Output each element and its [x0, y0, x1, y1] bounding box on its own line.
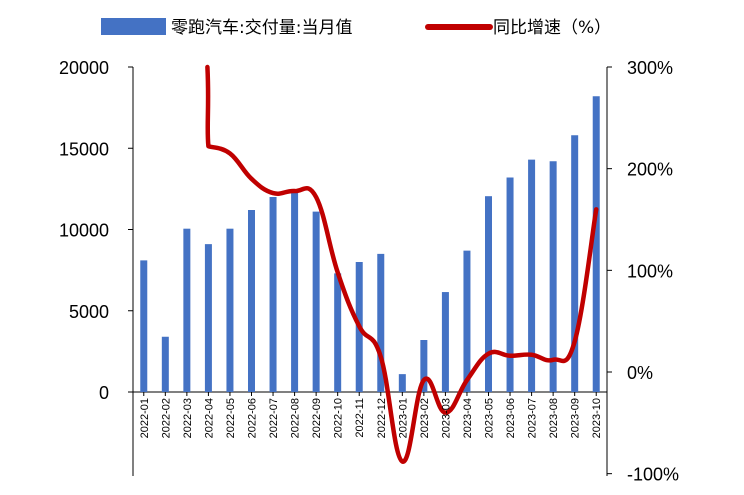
x-tick-label-2022-05: 2022-05 — [225, 398, 237, 438]
bar-2022-05 — [226, 228, 234, 392]
x-tick-label-2022-08: 2022-08 — [290, 398, 302, 438]
x-tick-label-2022-12: 2022-12 — [376, 398, 388, 438]
x-tick-label-2022-07: 2022-07 — [268, 398, 280, 438]
bar-2023-07 — [528, 159, 536, 393]
x-tick-label-2022-11: 2022-11 — [354, 398, 366, 438]
legend-label-line: 同比增速（%） — [493, 18, 611, 38]
x-tick-label-2023-08: 2023-08 — [548, 398, 560, 438]
x-tick-label-2022-06: 2022-06 — [247, 398, 259, 438]
x-tick-label-2023-09: 2023-09 — [570, 398, 582, 438]
bar-2023-05 — [485, 196, 492, 392]
left-tick-label: 15000 — [59, 139, 109, 159]
bar-2022-12 — [377, 253, 385, 393]
x-tick-label-2023-06: 2023-06 — [505, 398, 517, 438]
legend-bar-swatch — [101, 18, 166, 35]
bar-2022-01 — [140, 260, 148, 393]
x-tick-label-2023-02: 2023-02 — [419, 398, 431, 438]
bar-2022-06 — [248, 210, 255, 392]
x-tick-label-2023-10: 2023-10 — [591, 398, 603, 438]
x-tick-labels: 2022-01 2022-02 2022-03 2022-04 2022-05 2022-… — [139, 392, 603, 438]
yoy-growth-line — [205, 64, 599, 464]
bar-2023-01 — [398, 374, 406, 393]
x-tick-label-2023-05: 2023-05 — [484, 398, 496, 438]
bar-2022-04 — [204, 244, 212, 393]
bar-2023-04 — [463, 250, 471, 393]
x-tick-label-2022-09: 2022-09 — [311, 398, 323, 438]
bar-series — [140, 96, 600, 393]
bar-2023-08 — [549, 161, 557, 392]
x-tick-label-2022-03: 2022-03 — [182, 398, 194, 438]
x-tick-label-2023-07: 2023-07 — [527, 398, 539, 438]
bar-2022-07 — [269, 197, 277, 392]
left-tick-label: 0 — [99, 383, 109, 403]
bar-2022-09 — [312, 211, 320, 392]
x-tick-label-2022-10: 2022-10 — [333, 398, 345, 438]
x-tick-label-2022-02: 2022-02 — [160, 398, 172, 438]
bar-2022-08 — [291, 190, 299, 392]
bar-2023-03 — [441, 292, 449, 392]
left-tick-label: 10000 — [59, 221, 109, 241]
bar-2022-02 — [161, 336, 169, 392]
left-tick-label: 5000 — [69, 302, 109, 322]
x-tick-label-2022-04: 2022-04 — [203, 398, 215, 438]
bar-2022-10 — [334, 273, 342, 393]
x-tick-label-2022-01: 2022-01 — [139, 398, 151, 438]
legend: 零跑汽车:交付量:当月值 同比增速（%） — [101, 18, 611, 38]
left-tick-label: 20000 — [59, 58, 109, 78]
x-tick-label-2023-03: 2023-03 — [440, 398, 452, 438]
right-tick-label: -100% — [627, 465, 679, 485]
bar-2023-10 — [592, 96, 600, 392]
bar-2023-02 — [420, 340, 428, 392]
x-tick-label-2023-04: 2023-04 — [462, 398, 474, 438]
right-tick-label: 300% — [627, 58, 673, 78]
bar-2023-09 — [571, 135, 579, 392]
right-tick-label: 100% — [627, 261, 673, 281]
axes: 0 5000 10000 15000 20000 -100% 0% 100% 200% 300% — [59, 58, 679, 485]
bar-2023-06 — [506, 177, 514, 392]
legend-label-bar: 零跑汽车:交付量:当月值 — [171, 18, 352, 38]
bar-2022-03 — [183, 228, 191, 392]
right-tick-label: 0% — [627, 363, 653, 383]
right-tick-label: 200% — [627, 160, 673, 180]
x-tick-label-2023-01: 2023-01 — [397, 398, 409, 438]
line-series — [205, 64, 599, 464]
